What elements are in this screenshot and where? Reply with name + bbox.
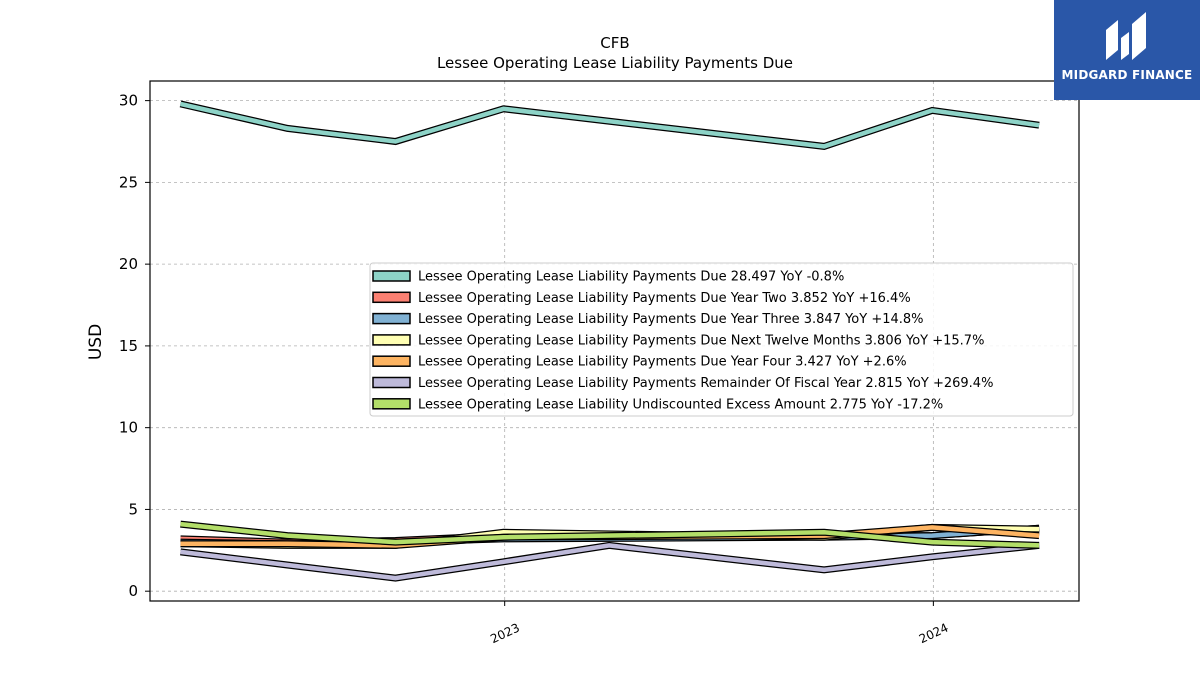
legend-label: Lessee Operating Lease Liability Undisco… <box>418 397 943 412</box>
plot-area-frame <box>149 80 1080 602</box>
y-tick-label: 15 <box>119 337 138 355</box>
legend-swatch <box>372 270 411 282</box>
chart-title: CFB <box>600 34 629 52</box>
y-tick-label: 5 <box>128 500 138 518</box>
legend: Lessee Operating Lease Liability Payment… <box>369 262 1074 417</box>
y-tick-label: 10 <box>119 419 138 437</box>
series-line-7 <box>180 520 1040 549</box>
y-tick-label: 0 <box>128 582 138 600</box>
series-stroke <box>180 521 1040 548</box>
legend-swatch <box>372 376 411 389</box>
legend-label: Lessee Operating Lease Liability Payment… <box>418 270 844 285</box>
legend-swatch <box>372 334 411 346</box>
legend-frame <box>369 262 1074 417</box>
legend-item: Lessee Operating Lease Liability Payment… <box>372 376 993 391</box>
series-outline <box>180 541 1040 582</box>
legend-swatch <box>372 312 411 325</box>
brand-logo: MIDGARD FINANCE <box>1054 0 1200 100</box>
legend-label: Lessee Operating Lease Liability Payment… <box>418 355 907 370</box>
legend-label: Lessee Operating Lease Liability Payment… <box>418 312 924 327</box>
series-stroke <box>179 101 1040 149</box>
y-axis-label: USD <box>86 324 106 360</box>
y-tick-label: 25 <box>119 173 138 191</box>
legend-swatch <box>372 355 411 367</box>
brand-name: MIDGARD FINANCE <box>1061 68 1193 82</box>
x-tick-label: 2024 <box>917 621 951 647</box>
legend-label: Lessee Operating Lease Liability Payment… <box>418 333 984 348</box>
y-tick-label: 20 <box>119 255 138 273</box>
legend-item: Lessee Operating Lease Liability Payment… <box>372 312 924 327</box>
x-tick-label: 2023 <box>488 621 522 647</box>
legend-label: Lessee Operating Lease Liability Payment… <box>418 376 993 391</box>
legend-item: Lessee Operating Lease Liability Payment… <box>372 333 984 348</box>
legend-item: Lessee Operating Lease Liability Payment… <box>372 291 911 306</box>
legend-item: Lessee Operating Lease Liability Undisco… <box>372 397 943 412</box>
midgard-m-icon <box>1106 12 1146 60</box>
legend-label: Lessee Operating Lease Liability Payment… <box>418 291 911 306</box>
chart-subtitle: Lessee Operating Lease Liability Payment… <box>437 54 793 72</box>
series-outline <box>179 100 1040 150</box>
series-stroke <box>180 543 1040 581</box>
series-line-6 <box>180 541 1040 582</box>
series-line-1 <box>179 100 1040 150</box>
legend-swatch <box>372 291 411 304</box>
legend-item: Lessee Operating Lease Liability Payment… <box>372 270 844 285</box>
series-layer <box>179 100 1040 582</box>
legend-swatch <box>372 398 411 410</box>
legend-item: Lessee Operating Lease Liability Payment… <box>372 355 907 370</box>
y-tick-label: 30 <box>119 92 138 110</box>
